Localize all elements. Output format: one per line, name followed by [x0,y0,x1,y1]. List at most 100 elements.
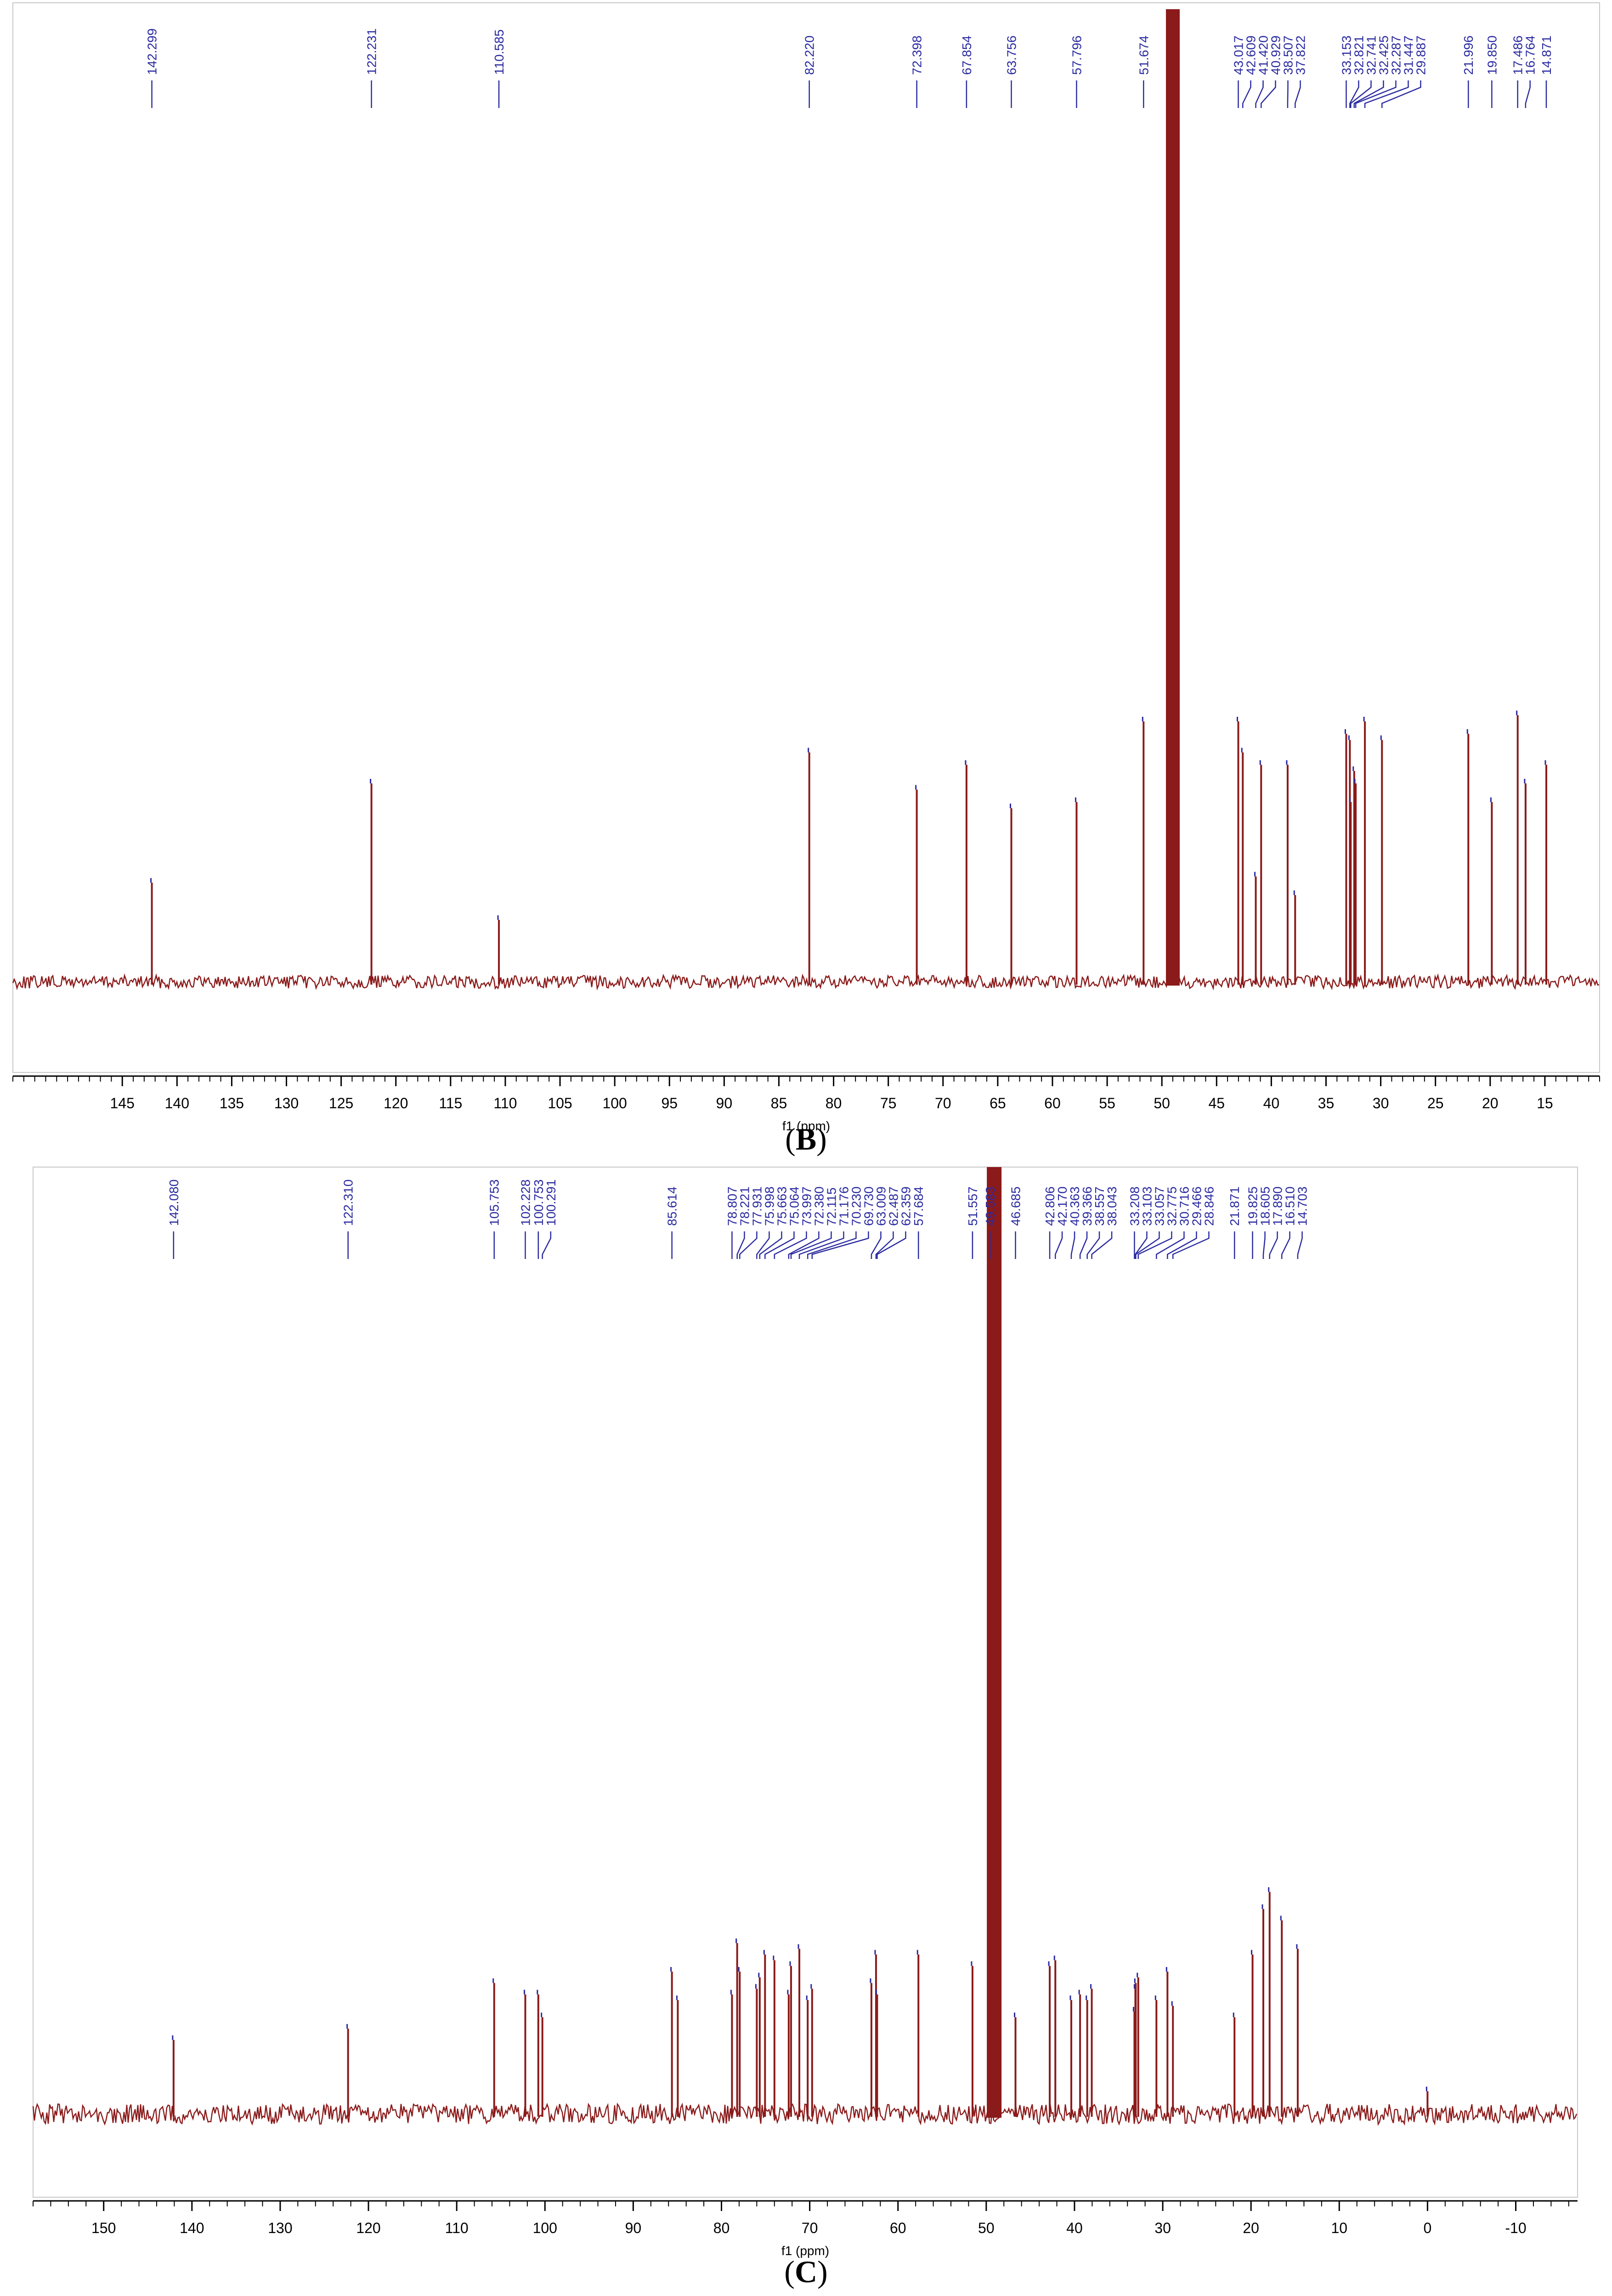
peak-label: 122.231 [365,28,379,75]
x-tick-label: 120 [356,2220,380,2236]
x-tick-label: 125 [329,1095,353,1111]
panel-label-b-letter: B [795,1122,817,1157]
spectrum-panel-c: 142.080 122.310 105.753 102.228 100.753 100.2… [0,1158,1612,2296]
x-tick-label: 110 [493,1095,517,1111]
solvent-peak [1165,9,1180,986]
x-tick-label: 135 [220,1095,244,1111]
peak-label-leader [877,1231,906,1259]
x-tick-label: 90 [625,2220,642,2236]
peak-label: 85.614 [665,1186,679,1226]
x-tick-label: 80 [713,2220,730,2236]
peak-label: 46.685 [1009,1186,1023,1226]
panel-label-c-letter: C [794,2254,818,2289]
x-tick-label: 30 [1154,2220,1171,2236]
x-tick-label: 105 [548,1095,572,1111]
peak-label-leader [1135,1231,1148,1259]
peak-label: 62.359 [899,1186,913,1226]
peak-label: 71.176 [837,1186,851,1226]
x-tick-label: 40 [1066,2220,1083,2236]
peak-label-leader [1091,1231,1113,1259]
peak-label-leader [1353,80,1384,108]
peak-label: 63.009 [874,1186,888,1226]
peak-label-leader [1262,1231,1266,1259]
x-tick-label: 75 [880,1095,897,1111]
x-tick-label: 70 [935,1095,951,1111]
spectrum-c-plot: 142.080 122.310 105.753 102.228100.753100.2… [32,1167,1578,2258]
peak-label: 110.585 [492,29,506,75]
peak-label: 40.929 [1269,35,1283,75]
x-tick-label: 50 [978,2220,995,2236]
panel-label-c: (C) [784,2254,828,2289]
peak-label: 73.997 [799,1186,814,1226]
peak-label: 69.730 [861,1186,876,1226]
peak-label: 28.846 [1202,1186,1216,1226]
peak-label: 82.220 [803,35,817,75]
peak-label: 102.228 [518,1179,532,1226]
peak-label-leader [1135,1231,1160,1259]
peak-label-leader [1525,80,1531,108]
peak-label: 17.890 [1271,1186,1285,1226]
peak-label: 105.753 [487,1179,502,1226]
peak-label-leader [1261,80,1276,108]
peak-label: 40.363 [1068,1186,1082,1226]
peak-label-leader [542,1231,552,1259]
peak-label: 49.583 [983,1186,997,1226]
plot-frame [12,2,1600,1073]
baseline-noise [32,2103,1578,2126]
peak-label: 14.703 [1295,1186,1310,1226]
peak-label: 33.208 [1127,1186,1142,1226]
peak-label: 16.764 [1523,35,1538,75]
x-tick-label: 40 [1263,1095,1280,1111]
peak-label: 62.487 [886,1186,900,1226]
peak-label-leader [739,1231,758,1259]
peak-label: 32.775 [1165,1186,1179,1226]
peak-label: 38.507 [1281,35,1295,75]
peak-label: 19.850 [1485,35,1499,75]
x-tick-label: 45 [1208,1095,1225,1111]
peak-label: 32.287 [1389,35,1403,75]
peak-label: 77.931 [750,1186,764,1226]
peak-label-leader [875,1231,894,1259]
baseline-noise [12,973,1600,991]
peak-label: 43.017 [1232,35,1246,75]
peak-label-leader [1137,1231,1172,1259]
x-tick-label: 20 [1243,2220,1259,2236]
peak-label-leader [1055,1231,1063,1259]
peak-label: 41.420 [1256,35,1271,75]
peak-label: 67.854 [960,35,974,75]
peak-label-leader [790,1231,832,1259]
peak-label: 51.674 [1137,35,1151,75]
x-tick-label: 85 [771,1095,787,1111]
x-tick-label: 35 [1318,1095,1335,1111]
x-tick-label: 30 [1373,1095,1389,1111]
peak-label: 78.221 [737,1186,752,1226]
peak-label: 57.796 [1069,35,1084,75]
peak-label-leader [1167,1231,1197,1259]
peak-label: 142.080 [167,1179,181,1226]
x-tick-label: 50 [1154,1095,1170,1111]
peak-label: 38.557 [1092,1186,1107,1226]
peak-label-leader [798,1231,844,1259]
peak-label-leader [1350,80,1372,108]
peak-label: 17.486 [1511,35,1525,75]
peak-label: 32.741 [1364,35,1378,75]
peak-label-leader [764,1231,795,1259]
x-tick-label: 10 [1331,2220,1347,2236]
peak-label: 21.996 [1461,35,1476,75]
peak-label-leader [756,1231,770,1259]
peak-label-leader [811,1231,869,1259]
peak-label: 75.064 [787,1186,801,1226]
peak-label-leader [1242,80,1251,108]
peak-label: 72.115 [824,1187,838,1226]
peak-label-leader [1070,1231,1075,1259]
x-tick-label: 100 [533,2220,557,2236]
peak-label: 18.605 [1258,1186,1273,1226]
peak-label: 21.871 [1227,1186,1242,1226]
peak-label: 31.447 [1401,35,1415,75]
x-tick-label: 0 [1424,2220,1432,2236]
peak-label-leader [736,1231,745,1259]
peak-label-leader [1364,80,1409,108]
solvent-peak [987,1167,1002,2118]
plot-frame [33,1167,1578,2198]
x-tick-label: 65 [990,1095,1006,1111]
